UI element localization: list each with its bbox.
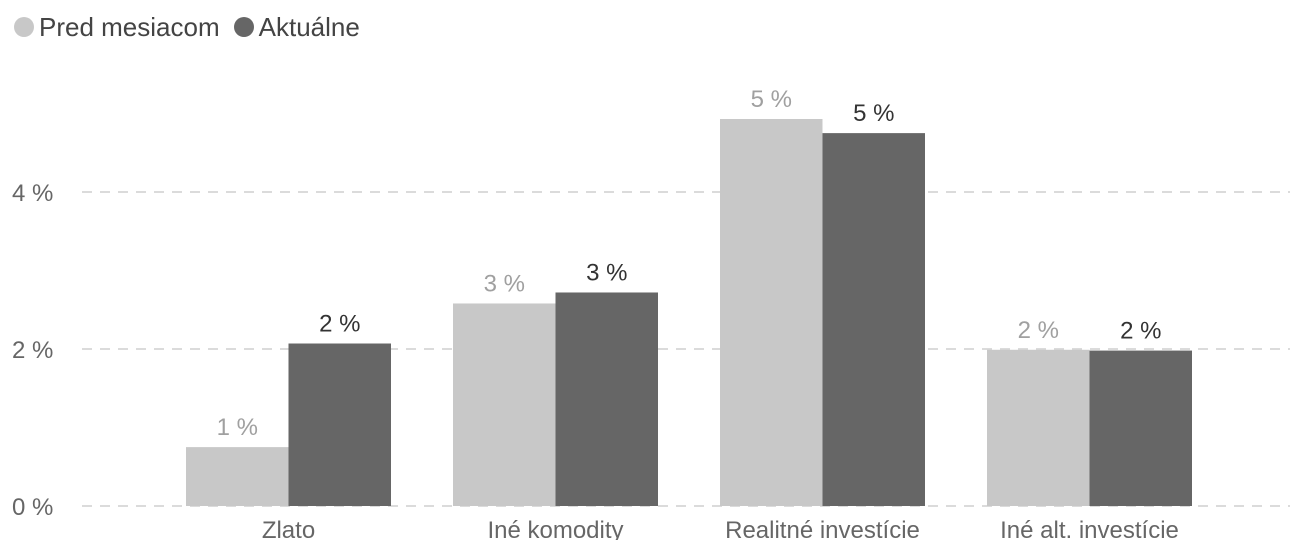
bars <box>186 118 1193 507</box>
bar-pred-mesiacom-ine-alt-investicie[interactable] <box>987 349 1090 506</box>
bar-aktualne-ine-alt-investicie[interactable] <box>1089 350 1193 506</box>
x-tick-label-ine-komodity: Iné komodity <box>487 517 623 540</box>
legend-item-pred-mesiacom[interactable]: Pred mesiacom <box>14 12 220 43</box>
bar-pred-mesiacom-ine-komodity[interactable] <box>453 303 556 506</box>
bar-aktualne-ine-komodity[interactable] <box>555 292 659 506</box>
x-tick-label-zlato: Zlato <box>262 517 315 540</box>
data-label-pred-mesiacom-realitne-investicie: 5 % <box>751 86 792 113</box>
x-tick-label-realitne-investicie: Realitné investície <box>725 517 920 540</box>
legend-label-pred-mesiacom: Pred mesiacom <box>39 11 220 42</box>
legend-item-aktualne[interactable]: Aktuálne <box>233 11 360 43</box>
x-tick-label-ine-alt-investicie: Iné alt. investície <box>1000 517 1179 540</box>
y-axis-ticks: 0 % 2 % 4 % <box>12 180 53 521</box>
bar-aktualne-realitne-investicie[interactable] <box>822 133 926 506</box>
data-label-pred-mesiacom-ine-komodity: 3 % <box>484 270 525 297</box>
bar-aktualne-zlato[interactable] <box>288 343 392 506</box>
legend-swatch-pred-mesiacom <box>14 17 34 37</box>
y-tick-label-0: 0 % <box>12 494 53 521</box>
data-labels: 1 % 2 % 3 % 3 % 5 % 5 % 2 % 2 % <box>217 86 1162 441</box>
legend-label-aktualne: Aktuálne <box>258 11 360 42</box>
data-label-aktualne-zlato: 2 % <box>319 311 360 338</box>
y-tick-label-4: 4 % <box>12 180 53 207</box>
data-label-aktualne-ine-komodity: 3 % <box>586 259 627 286</box>
x-axis-labels: Zlato Iné komodity Realitné investície Iné … <box>262 517 1179 540</box>
data-label-pred-mesiacom-zlato: 1 % <box>217 414 258 441</box>
data-label-pred-mesiacom-ine-alt-investicie: 2 % <box>1018 317 1059 344</box>
y-tick-label-2: 2 % <box>12 337 53 364</box>
legend-swatch-aktualne <box>233 17 254 37</box>
data-label-aktualne-ine-alt-investicie: 2 % <box>1120 318 1161 345</box>
data-label-aktualne-realitne-investicie: 5 % <box>853 100 894 127</box>
chart-legend: Pred mesiacom Aktuálne <box>14 10 374 44</box>
bar-pred-mesiacom-zlato[interactable] <box>186 447 289 506</box>
bar-pred-mesiacom-realitne-investicie[interactable] <box>720 118 823 507</box>
